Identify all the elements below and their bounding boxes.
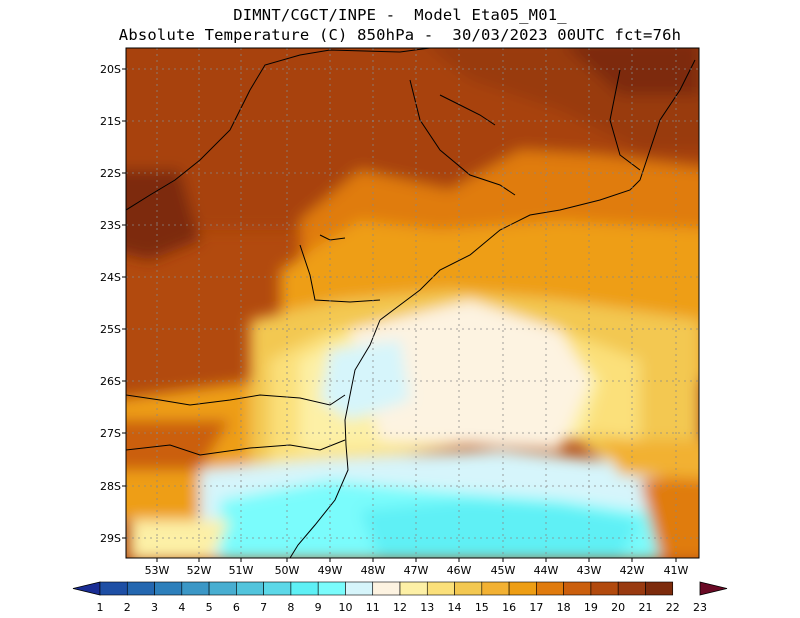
colorbar-segment <box>645 581 674 596</box>
latitude-label: 23S <box>100 219 121 232</box>
colorbar-segment <box>590 581 619 596</box>
longitude-label: 52W <box>187 564 212 577</box>
colorbar-segment <box>317 581 346 596</box>
colorbar <box>72 581 728 596</box>
colorbar-segment <box>563 581 592 596</box>
colorbar-segment <box>126 581 155 596</box>
longitude-label: 43W <box>577 564 602 577</box>
longitude-label: 49W <box>318 564 343 577</box>
colorbar-label: 17 <box>529 601 543 614</box>
longitude-label: 46W <box>447 564 472 577</box>
colorbar-label: 22 <box>666 601 680 614</box>
colorbar-label: 4 <box>178 601 185 614</box>
longitude-label: 48W <box>361 564 386 577</box>
colorbar-segment <box>536 581 564 596</box>
colorbar-segment <box>181 581 210 596</box>
latitude-labels: 20S 21S 22S 23S 24S 25S 26S 27S 28S 29S <box>100 63 121 545</box>
latitude-label: 24S <box>100 271 121 284</box>
latitude-label: 26S <box>100 375 121 388</box>
colorbar-segment <box>454 581 483 596</box>
colorbar-segment <box>263 581 292 596</box>
colorbar-label: 6 <box>233 601 240 614</box>
colorbar-label: 14 <box>448 601 462 614</box>
colorbar-label: 3 <box>151 601 158 614</box>
colorbar-label: 18 <box>557 601 571 614</box>
colorbar-segment <box>372 581 401 596</box>
colorbar-segment <box>154 581 183 596</box>
map-title-line1: DIMNT/CGCT/INPE - Model Eta05_M01_ <box>233 6 567 24</box>
colorbar-label: 15 <box>475 601 489 614</box>
latitude-label: 22S <box>100 167 121 180</box>
colorbar-segment <box>617 581 646 596</box>
longitude-label: 42W <box>620 564 645 577</box>
colorbar-segment <box>399 581 428 596</box>
longitude-label: 51W <box>229 564 254 577</box>
plot-frame <box>125 47 700 559</box>
longitude-label: 45W <box>491 564 516 577</box>
grid-lines <box>126 48 699 558</box>
colorbar-segment <box>481 581 510 596</box>
latitude-label: 29S <box>100 532 121 545</box>
colorbar-label: 10 <box>338 601 352 614</box>
colorbar-arrow-right <box>699 581 728 596</box>
colorbar-label: 16 <box>502 601 516 614</box>
colorbar-segment <box>99 581 128 596</box>
colorbar-labels: 1 2 3 4 5 6 7 8 9 10 11 12 13 14 15 16 17 18 19 20 21 22 23 <box>97 601 708 614</box>
longitude-label: 47W <box>404 564 429 577</box>
colorbar-segment <box>290 581 319 596</box>
colorbar-label: 7 <box>260 601 267 614</box>
colorbar-label: 11 <box>366 601 380 614</box>
longitude-label: 41W <box>664 564 689 577</box>
colorbar-label: 20 <box>611 601 625 614</box>
colorbar-label: 2 <box>124 601 131 614</box>
colorbar-arrow-left <box>72 581 101 596</box>
coastline-borders <box>126 48 696 558</box>
colorbar-segment <box>208 581 237 596</box>
colorbar-label: 9 <box>315 601 322 614</box>
colorbar-label: 12 <box>393 601 407 614</box>
colorbar-segment <box>345 581 374 596</box>
colorbar-segment <box>426 581 455 596</box>
latitude-label: 20S <box>100 63 121 76</box>
colorbar-segment <box>236 581 264 596</box>
latitude-label: 21S <box>100 115 121 128</box>
colorbar-label: 8 <box>287 601 294 614</box>
temperature-field <box>126 48 699 558</box>
colorbar-label: 21 <box>638 601 652 614</box>
latitude-label: 27S <box>100 427 121 440</box>
colorbar-label: 19 <box>584 601 598 614</box>
longitude-label: 53W <box>145 564 170 577</box>
latitude-label: 28S <box>100 480 121 493</box>
longitude-label: 50W <box>275 564 300 577</box>
map-title-line2: Absolute Temperature (C) 850hPa - 30/03/… <box>118 26 682 44</box>
longitude-label: 44W <box>534 564 559 577</box>
colorbar-label: 1 <box>97 601 104 614</box>
colorbar-label: 5 <box>206 601 213 614</box>
longitude-labels: 53W 52W 51W 50W 49W 48W 47W 46W 45W 44W 43W 42W 41W <box>145 564 689 577</box>
colorbar-segment <box>508 581 537 596</box>
latitude-label: 25S <box>100 323 121 336</box>
colorbar-label: 13 <box>420 601 434 614</box>
colorbar-label: 23 <box>693 601 707 614</box>
